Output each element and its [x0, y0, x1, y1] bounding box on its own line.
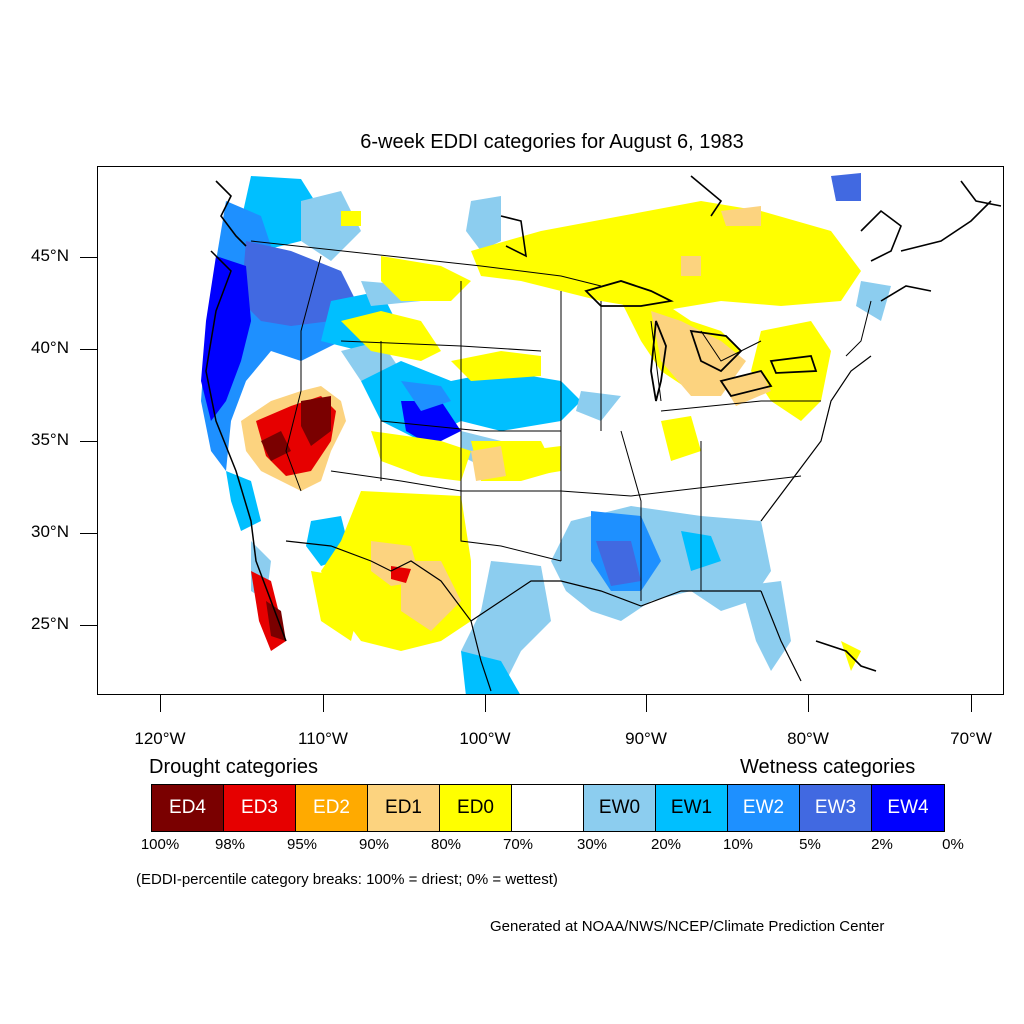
lat-tick-40 — [80, 349, 97, 350]
pct-break: 10% — [722, 836, 754, 853]
legend-box-ed1: ED1 — [368, 785, 440, 831]
canada-coast — [215, 175, 1002, 672]
southwest-drought — [241, 386, 411, 651]
lat-tick-45 — [80, 257, 97, 258]
legend-box-ed3: ED3 — [224, 785, 296, 831]
lon-tick-80 — [808, 695, 809, 712]
lat-label-40: 40°N — [31, 338, 69, 357]
lon-label-100: 100°W — [459, 729, 511, 748]
map-title: 6-week EDDI categories for August 6, 198… — [360, 131, 744, 153]
legend-box-ew3: EW3 — [800, 785, 872, 831]
pct-break: 30% — [576, 836, 608, 853]
pct-break: 5% — [799, 836, 821, 853]
lat-label-30: 30°N — [31, 522, 69, 541]
lat-tick-35 — [80, 441, 97, 442]
lon-tick-120 — [160, 695, 161, 712]
pct-break: 70% — [502, 836, 534, 853]
lon-label-90: 90°W — [625, 729, 667, 748]
legend-box-neutral — [512, 785, 584, 831]
pct-break: 95% — [286, 836, 318, 853]
legend-box-ew4: EW4 — [872, 785, 944, 831]
pct-break: 20% — [650, 836, 682, 853]
category-note: (EDDI-percentile category breaks: 100% =… — [136, 871, 558, 888]
category-color-bar: ED4 ED3 ED2 ED1 ED0 EW0 EW1 EW2 EW3 EW4 — [151, 784, 945, 832]
drought-legend-title: Drought categories — [149, 756, 318, 778]
pct-break: 100% — [140, 836, 180, 853]
map-panel — [97, 166, 1004, 695]
eddi-map — [201, 173, 1002, 694]
lon-tick-100 — [485, 695, 486, 712]
legend-box-ed2: ED2 — [296, 785, 368, 831]
pct-break: 90% — [358, 836, 390, 853]
lat-tick-25 — [80, 625, 97, 626]
lat-tick-30 — [80, 533, 97, 534]
credit-line: Generated at NOAA/NWS/NCEP/Climate Predi… — [490, 918, 885, 935]
lon-tick-70 — [971, 695, 972, 712]
legend-box-ew1: EW1 — [656, 785, 728, 831]
lon-tick-90 — [646, 695, 647, 712]
pct-break: 0% — [942, 836, 964, 853]
great-lakes — [584, 280, 818, 402]
legend-box-ew2: EW2 — [728, 785, 800, 831]
pct-break: 98% — [214, 836, 246, 853]
lon-label-120: 120°W — [134, 729, 186, 748]
borders — [205, 240, 872, 692]
pct-break: 80% — [430, 836, 462, 853]
legend-box-ew0: EW0 — [584, 785, 656, 831]
lat-label-45: 45°N — [31, 246, 69, 265]
lon-tick-110 — [323, 695, 324, 712]
lon-label-110: 110°W — [298, 729, 348, 748]
west-coast-wetness — [201, 176, 501, 601]
lon-label-70: 70°W — [950, 729, 992, 748]
lat-label-25: 25°N — [31, 614, 69, 633]
legend-box-ed4: ED4 — [152, 785, 224, 831]
lon-label-80: 80°W — [787, 729, 829, 748]
pct-break: 2% — [871, 836, 893, 853]
lat-label-35: 35°N — [31, 430, 69, 449]
wetness-legend-title: Wetness categories — [740, 756, 916, 778]
legend-box-ed0: ED0 — [440, 785, 512, 831]
